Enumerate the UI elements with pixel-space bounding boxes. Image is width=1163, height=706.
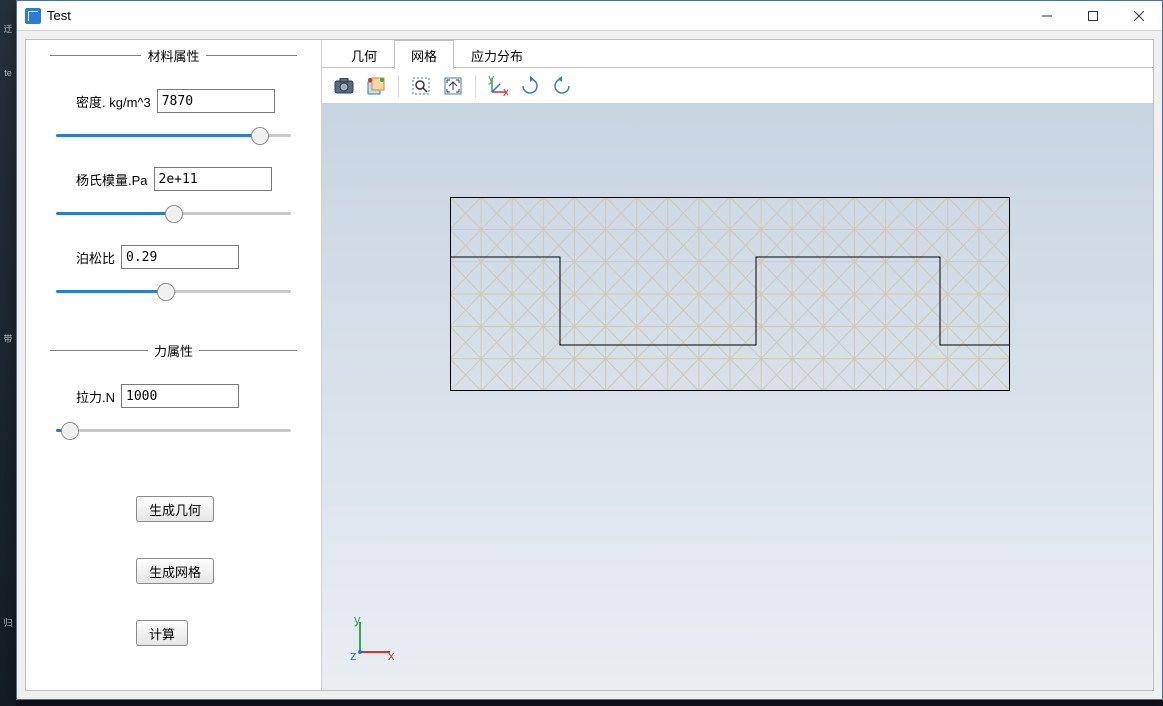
tab-2[interactable]: 应力分布	[454, 40, 540, 69]
density-input[interactable]	[157, 89, 275, 113]
desktop-fragment: 归	[0, 616, 16, 640]
svg-text:y: y	[488, 76, 495, 85]
tension-input[interactable]	[121, 384, 239, 408]
client-area: 材料属性 密度. kg/m^3 杨氏模量.Pa	[17, 31, 1162, 699]
svg-text:y: y	[354, 616, 361, 627]
poisson-label: 泊松比	[76, 248, 115, 267]
density-label: 密度. kg/m^3	[76, 92, 151, 111]
main-panel: 材料属性 密度. kg/m^3 杨氏模量.Pa	[25, 39, 1154, 691]
axis-gizmo: y x z	[350, 616, 396, 662]
window-title: Test	[47, 8, 71, 23]
pick-mode-icon[interactable]	[362, 72, 390, 100]
density-slider[interactable]	[56, 127, 291, 145]
force-properties-group: 力属性 拉力.N	[50, 341, 297, 462]
close-button[interactable]	[1116, 1, 1162, 31]
desktop-left-strip: 迂 te 带 归	[0, 0, 16, 706]
sidebar: 材料属性 密度. kg/m^3 杨氏模量.Pa	[26, 40, 322, 690]
young-modulus-slider[interactable]	[56, 205, 291, 223]
tab-bar: 几何网格应力分布	[322, 40, 1153, 68]
poisson-slider[interactable]	[56, 283, 291, 301]
density-row: 密度. kg/m^3	[76, 89, 297, 113]
material-properties-group: 材料属性 密度. kg/m^3 杨氏模量.Pa	[50, 46, 297, 323]
poisson-input[interactable]	[121, 245, 239, 269]
maximize-button[interactable]	[1070, 1, 1116, 31]
titlebar[interactable]: Test	[17, 1, 1162, 31]
poisson-row: 泊松比	[76, 245, 297, 269]
mesh-rendering	[450, 197, 1010, 391]
rotate-cw-icon[interactable]	[516, 72, 544, 100]
screenshot-icon[interactable]	[330, 72, 358, 100]
tension-slider[interactable]	[56, 422, 291, 440]
main-area: 几何网格应力分布 yx y x z	[322, 40, 1153, 690]
tab-0[interactable]: 几何	[334, 40, 394, 69]
young-modulus-input[interactable]	[154, 167, 272, 191]
compute-button[interactable]: 计算	[136, 620, 188, 646]
tension-row: 拉力.N	[76, 384, 297, 408]
viewport-3d[interactable]: y x z	[322, 104, 1153, 690]
action-buttons-group: 生成几何 生成网格 计算	[136, 496, 297, 646]
svg-text:z: z	[350, 648, 357, 662]
force-legend: 力属性	[148, 341, 199, 360]
viewport-toolbar: yx	[322, 68, 1153, 104]
generate-mesh-button[interactable]: 生成网格	[136, 558, 214, 584]
material-legend: 材料属性	[141, 46, 205, 65]
app-window: Test 材料属性 密度. kg/m^3	[16, 0, 1163, 700]
desktop-fragment: 迂	[0, 22, 16, 46]
svg-text:x: x	[388, 648, 395, 662]
minimize-button[interactable]	[1024, 1, 1070, 31]
tab-1[interactable]: 网格	[394, 40, 454, 69]
desktop-fragment: 带	[0, 332, 16, 356]
desktop-fragment: te	[0, 68, 16, 92]
svg-text:x: x	[503, 84, 508, 96]
app-icon	[25, 8, 41, 24]
fit-view-icon[interactable]	[439, 72, 467, 100]
toolbar-separator	[475, 75, 476, 97]
axes-icon[interactable]: yx	[484, 72, 512, 100]
generate-geometry-button[interactable]: 生成几何	[136, 496, 214, 522]
young-modulus-label: 杨氏模量.Pa	[76, 170, 148, 189]
rotate-ccw-icon[interactable]	[548, 72, 576, 100]
young-modulus-row: 杨氏模量.Pa	[76, 167, 297, 191]
desktop-background: 迂 te 带 归 Test 材料属性	[0, 0, 1163, 706]
tension-label: 拉力.N	[76, 387, 115, 406]
toolbar-separator	[398, 75, 399, 97]
zoom-region-icon[interactable]	[407, 72, 435, 100]
